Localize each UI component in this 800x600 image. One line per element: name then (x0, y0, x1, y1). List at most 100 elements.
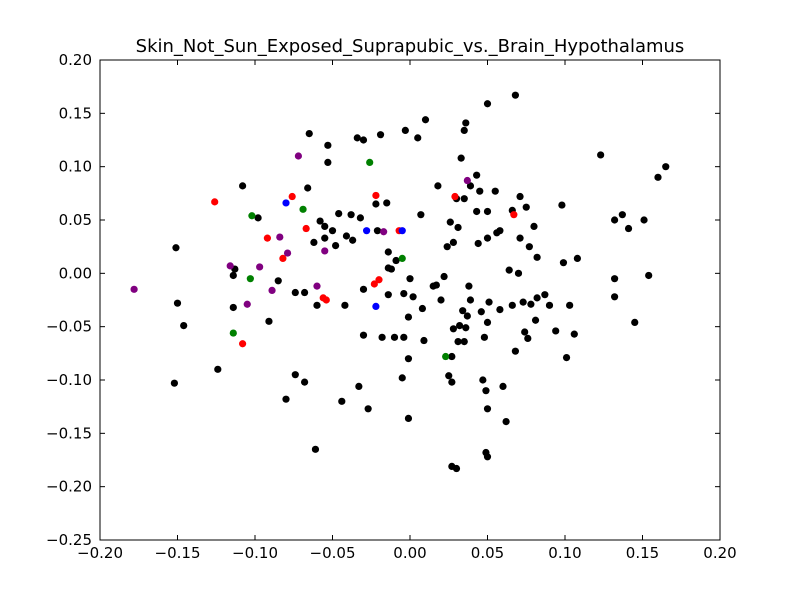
data-point-black (452, 464, 461, 473)
x-tick-label: −0.20 (77, 544, 123, 562)
data-point-black (533, 294, 541, 302)
x-tick-label: 0.20 (703, 544, 736, 562)
data-point-black (282, 395, 290, 403)
data-point-black (328, 227, 337, 235)
data-point-black (545, 301, 554, 309)
data-point-black (570, 330, 578, 338)
data-point-black (552, 327, 560, 335)
points-layer (130, 91, 670, 473)
y-tick-label: 0.20 (59, 51, 92, 69)
data-point-black (477, 308, 485, 316)
data-point-black (214, 365, 222, 373)
data-point-black (313, 301, 321, 309)
data-point-purple (463, 176, 471, 185)
ticks-layer: −0.20 −0.15 −0.10 −0.05 0.00 0.05 0.10 0.15 0.20… (46, 51, 737, 562)
data-point-black (530, 222, 538, 230)
data-point-black (304, 184, 312, 192)
data-point-red (302, 224, 310, 233)
data-point-black (418, 304, 426, 313)
y-tick-label: 0.05 (59, 211, 92, 229)
data-point-black (521, 328, 529, 336)
data-point-red (451, 192, 459, 201)
data-point-black (527, 300, 535, 308)
data-point-black (631, 318, 639, 326)
data-point-black (291, 288, 299, 297)
data-point-blue (398, 227, 406, 235)
data-point-black (505, 266, 513, 274)
data-point-black (483, 453, 492, 461)
data-point-black (398, 374, 406, 382)
data-point-black (335, 210, 343, 218)
y-tick-label: −0.15 (46, 424, 92, 442)
x-tick-label: 0.15 (626, 544, 659, 562)
x-tick-label: −0.05 (310, 544, 356, 562)
data-point-black (454, 223, 462, 232)
data-point-black (654, 173, 662, 181)
data-point-black (482, 387, 490, 395)
data-point-black (301, 378, 309, 386)
data-point-black (254, 214, 262, 222)
data-point-black (460, 338, 468, 346)
data-point-black (499, 382, 507, 390)
data-point-black (573, 254, 582, 262)
data-point-black (466, 182, 475, 190)
data-point-red (279, 254, 287, 262)
data-point-purple (130, 285, 138, 293)
data-point-black (417, 211, 425, 219)
data-point-black (239, 182, 247, 190)
data-point-purple (243, 300, 251, 308)
data-point-green (299, 205, 307, 213)
data-point-black (476, 187, 484, 195)
data-point-black (562, 354, 571, 362)
data-point-black (443, 243, 451, 251)
data-point-black (466, 296, 475, 304)
data-point-black (511, 91, 519, 99)
data-point-black (170, 379, 178, 387)
data-point-black (473, 207, 481, 216)
data-point-black (462, 324, 470, 332)
data-point-green (442, 352, 450, 361)
data-point-black (502, 418, 510, 426)
y-tick-label: −0.05 (46, 318, 92, 336)
data-point-black (355, 382, 363, 390)
data-point-black (229, 303, 237, 312)
data-point-black (491, 187, 499, 195)
x-tick-label: 0.05 (471, 544, 504, 562)
data-point-red (510, 211, 518, 219)
data-point-black (483, 405, 492, 413)
data-point-red (239, 340, 247, 348)
data-point-blue (372, 302, 380, 310)
data-point-black (400, 333, 408, 341)
data-point-black (440, 272, 448, 281)
data-point-red (375, 276, 383, 284)
data-point-red (211, 198, 219, 206)
data-point-black (321, 222, 329, 230)
data-point-black (645, 271, 653, 280)
data-point-green (246, 275, 254, 283)
data-point-red (372, 191, 380, 200)
data-point-black (541, 291, 549, 299)
data-point-black (434, 182, 442, 190)
chart-title: Skin_Not_Sun_Exposed_Suprapubic_vs._Brai… (136, 36, 685, 57)
data-point-green (248, 212, 256, 220)
data-point-black (404, 414, 413, 422)
data-point-black (558, 201, 566, 209)
data-point-black (311, 445, 320, 453)
data-point-black (496, 306, 504, 314)
data-point-black (516, 192, 524, 201)
data-point-black (640, 216, 648, 224)
y-tick-label: −0.20 (46, 478, 92, 496)
data-point-green (229, 329, 237, 337)
data-point-black (400, 290, 408, 298)
data-point-black (373, 227, 382, 235)
data-point-black (172, 244, 180, 252)
data-point-black (662, 163, 670, 171)
data-point-black (559, 259, 568, 267)
data-point-black (511, 347, 519, 355)
data-point-black (480, 333, 488, 341)
data-point-purple (313, 282, 321, 290)
data-point-black (404, 313, 413, 321)
data-point-black (173, 299, 182, 307)
